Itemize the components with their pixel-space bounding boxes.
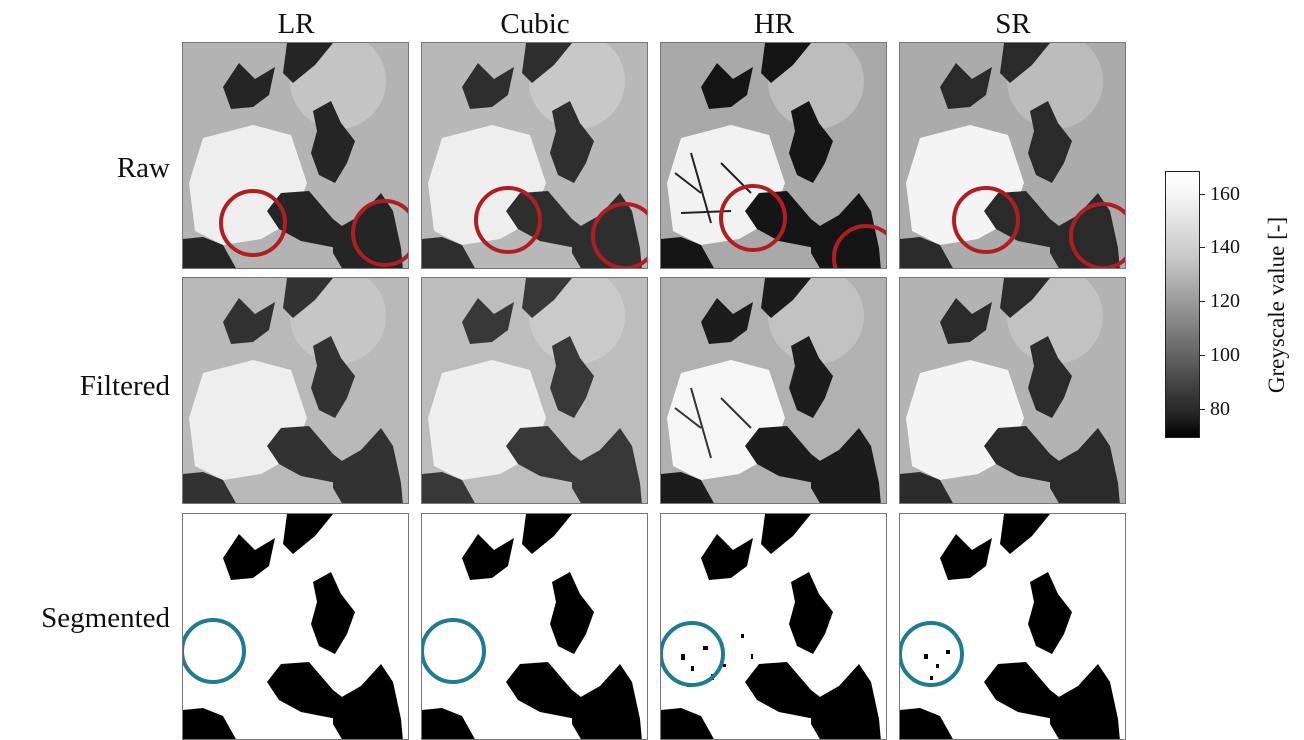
colorbar-tick-mark xyxy=(1200,301,1205,302)
colorbar-tick-mark xyxy=(1200,247,1205,248)
panel-raw-lr xyxy=(182,42,409,269)
colorbar-tick-mark xyxy=(1200,355,1205,356)
panel-raw-sr xyxy=(899,42,1126,269)
row-label-filtered: Filtered xyxy=(79,370,170,402)
colorbar-tick-120: 120 xyxy=(1210,290,1240,312)
colorbar-tick-80: 80 xyxy=(1210,398,1230,420)
colorbar-title: Greyscale value [-] xyxy=(1264,216,1289,394)
column-title-sr: SR xyxy=(995,8,1031,40)
colorbar-tick-160: 160 xyxy=(1210,183,1240,205)
panel-segmented-hr xyxy=(660,513,887,740)
panel-filtered-cubic xyxy=(421,277,648,504)
colorbar-tick-mark xyxy=(1200,194,1205,195)
panel-filtered-lr xyxy=(182,277,409,504)
panel-segmented-sr xyxy=(899,513,1126,740)
column-title-cubic: Cubic xyxy=(500,8,570,40)
colorbar xyxy=(1165,171,1200,438)
column-title-hr: HR xyxy=(753,8,795,40)
colorbar-tick-140: 140 xyxy=(1210,236,1240,258)
panel-segmented-cubic xyxy=(421,513,648,740)
row-label-raw: Raw xyxy=(116,152,170,184)
panel-segmented-lr xyxy=(182,513,409,740)
panel-filtered-hr xyxy=(660,277,887,504)
column-title-lr: LR xyxy=(277,8,315,40)
colorbar-tick-mark xyxy=(1200,409,1205,410)
colorbar-tick-100: 100 xyxy=(1210,344,1240,366)
panel-raw-cubic xyxy=(421,42,648,269)
row-label-segmented: Segmented xyxy=(41,602,170,634)
panel-raw-hr xyxy=(660,42,887,269)
panel-filtered-sr xyxy=(899,277,1126,504)
